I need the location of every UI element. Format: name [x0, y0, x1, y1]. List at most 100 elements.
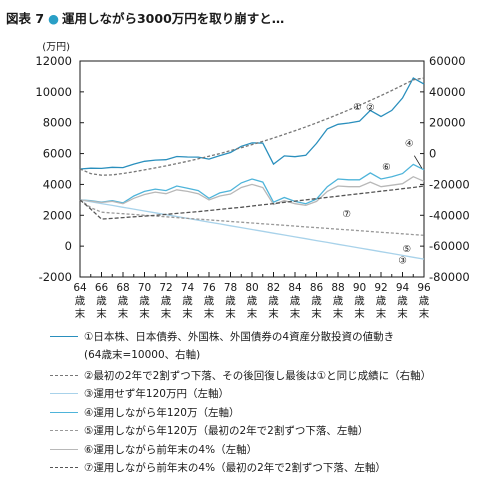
series-line-6: [79, 175, 425, 206]
plot-frame: [79, 60, 425, 278]
legend-label: ③運用せず年120万円（左軸）: [84, 388, 229, 400]
x-tick-suffix-age: 歳: [376, 295, 387, 307]
right-tick-label: -60000: [429, 239, 470, 253]
left-tick-label: 8000: [43, 116, 72, 130]
x-tick-label: 84: [288, 282, 302, 294]
legend-label: ⑦運用しながら前年末の4%（最初の2年で2割ずつ下落、左軸）: [84, 462, 386, 474]
x-tick-suffix-age: 歳: [75, 295, 86, 307]
x-tick-suffix-age: 歳: [247, 295, 258, 307]
x-tick-suffix-age: 歳: [333, 295, 344, 307]
x-tick-label: 92: [374, 282, 387, 294]
series-line-5: [79, 199, 425, 236]
figure-label: 図表 7: [6, 11, 45, 26]
left-tick-label: 6000: [43, 147, 72, 161]
x-tick-suffix-age: 歳: [268, 295, 279, 307]
legend-swatch: [50, 393, 78, 394]
x-tick-label: 68: [116, 282, 129, 294]
x-tick-suffix-end: 末: [376, 307, 387, 320]
legend-item: ⑥運用しながら前年末の4%（左軸）: [50, 441, 490, 460]
x-tick-suffix-end: 末: [118, 307, 129, 320]
x-tick-suffix-age: 歳: [311, 295, 322, 307]
x-tick-suffix-end: 末: [96, 307, 107, 320]
legend-swatch: [50, 336, 78, 337]
x-tick-suffix-end: 末: [204, 307, 215, 320]
left-tick-label: 4000: [43, 177, 72, 191]
series-marker-5: ⑤: [403, 244, 412, 255]
x-tick-label: 88: [331, 282, 344, 294]
legend-item: ①日本株、日本債券、外国株、外国債券の4資産分散投資の値動き: [50, 328, 490, 347]
series-marker-3: ③: [398, 255, 407, 266]
x-tick-label: 94: [396, 282, 410, 294]
x-tick-suffix-age: 歳: [397, 295, 408, 307]
x-tick-suffix-end: 末: [311, 307, 322, 320]
legend-item: ③運用せず年120万円（左軸）: [50, 385, 490, 404]
left-tick-label: 10000: [35, 85, 72, 99]
right-tick-label: 20000: [429, 116, 466, 130]
right-tick-label: -80000: [429, 270, 470, 284]
series-marker-1: ①: [353, 102, 362, 113]
legend-label: ⑤運用しながら年120万（最初の2年で2割ずつ下落、左軸）: [84, 425, 369, 437]
legend-swatch: [50, 448, 78, 450]
legend-swatch: [50, 411, 78, 413]
series-line-7: [79, 185, 425, 220]
x-tick-suffix-end: 末: [75, 307, 86, 320]
x-tick-suffix-end: 末: [290, 307, 301, 320]
legend-item: ⑦運用しながら前年末の4%（最初の2年で2割ずつ下落、左軸）: [50, 459, 490, 478]
x-tick-suffix-age: 歳: [354, 295, 365, 307]
x-tick-label: 66: [95, 282, 109, 294]
x-tick-suffix-age: 歳: [204, 295, 215, 307]
x-tick-suffix-end: 末: [139, 307, 150, 320]
right-tick-label: 0: [429, 147, 436, 161]
x-tick-label: 78: [224, 282, 237, 294]
x-tick-label: 64: [73, 282, 87, 294]
title-text: 運用しながら3000万円を取り崩すと…: [61, 11, 285, 26]
legend-swatch: [50, 374, 78, 376]
series-marker-4: ④: [405, 138, 414, 149]
series-line-1: [79, 77, 425, 170]
left-tick-label: 0: [65, 239, 72, 253]
series-line-2: [79, 77, 425, 176]
x-tick-label: 86: [310, 282, 324, 294]
legend-label: ②最初の2年で2割ずつ下落、その後回復し最後は①と同じ成績に（右軸）: [84, 369, 432, 382]
x-tick-label: 72: [159, 282, 172, 294]
legend-swatch: [50, 430, 78, 431]
x-tick-suffix-end: 末: [268, 307, 279, 320]
legend-item: ②最初の2年で2割ずつ下落、その後回復し最後は①と同じ成績に（右軸）: [50, 367, 490, 386]
series-marker-6: ⑥: [382, 162, 391, 173]
marker-leader-4: [413, 155, 423, 169]
series-marker-7: ⑦: [342, 209, 351, 220]
x-tick-suffix-end: 末: [247, 307, 258, 320]
legend-item: ⑤運用しながら年120万（最初の2年で2割ずつ下落、左軸）: [50, 422, 490, 441]
x-tick-suffix-age: 歳: [96, 295, 107, 307]
x-tick-label: 70: [138, 282, 151, 294]
line-chart: -2000020004000600080001000012000(万円)-800…: [35, 42, 470, 320]
bullet-icon: ●: [48, 11, 59, 26]
right-tick-label: 40000: [429, 85, 466, 99]
right-tick-label: -20000: [429, 177, 470, 191]
series-marker-2: ②: [366, 102, 375, 113]
series-line-4: [79, 163, 425, 205]
x-tick-suffix-age: 歳: [225, 295, 236, 307]
x-tick-label: 80: [245, 282, 258, 294]
x-tick-label: 96: [417, 282, 431, 294]
left-axis-unit: (万円): [42, 42, 70, 53]
left-tick-label: -2000: [39, 270, 72, 284]
x-tick-suffix-age: 歳: [161, 295, 172, 307]
x-tick-suffix-age: 歳: [182, 295, 193, 307]
legend-label: ④運用しながら年120万（左軸）: [84, 406, 240, 419]
x-tick-label: 90: [353, 282, 366, 294]
x-tick-label: 82: [267, 282, 280, 294]
right-tick-label: 60000: [429, 54, 466, 68]
series-line-3: [79, 199, 425, 260]
legend-item: ④運用しながら年120万（左軸）: [50, 404, 490, 423]
x-tick-label: 74: [181, 282, 195, 294]
right-tick-label: -40000: [429, 208, 470, 222]
x-tick-suffix-age: 歳: [419, 295, 430, 307]
x-tick-suffix-end: 末: [225, 307, 236, 320]
x-tick-suffix-end: 末: [333, 307, 344, 320]
x-tick-suffix-end: 末: [354, 307, 365, 320]
legend: ①日本株、日本債券、外国株、外国債券の4資産分散投資の値動き (64歳末=1000…: [50, 328, 490, 478]
x-tick-suffix-end: 末: [397, 307, 408, 320]
chart-title: 図表 7 ● 運用しながら3000万円を取り崩すと…: [6, 8, 284, 27]
x-tick-suffix-end: 末: [182, 307, 193, 320]
